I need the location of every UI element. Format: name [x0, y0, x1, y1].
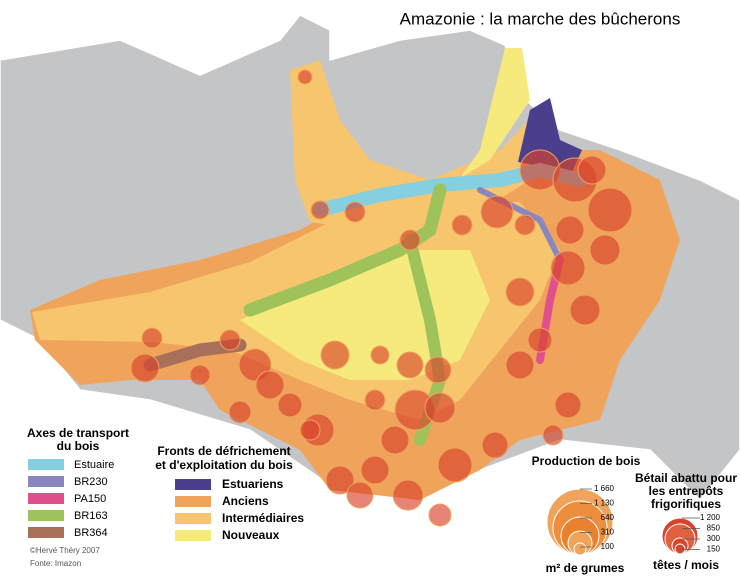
legend-title: frigorifiques: [651, 497, 721, 511]
legend-label: Estuariens: [222, 477, 284, 491]
scale-label: 100: [601, 542, 615, 551]
legend-title: Fronts de défrichement: [157, 444, 290, 458]
legend-label: PA150: [74, 493, 106, 505]
legend-title: Axes de transport: [27, 426, 129, 440]
scale-label: 1 130: [594, 499, 615, 508]
credit: Fonte: Imazon: [30, 559, 81, 568]
legend-title: les entrepôts: [649, 484, 724, 498]
production-legend: Production de bois 1 660 1 130 640 310 100 m…: [532, 454, 641, 575]
legend-unit: m² de grumes: [546, 561, 625, 575]
scale-label: 1 200: [700, 513, 721, 522]
legend-title: et d'exploitation du bois: [155, 458, 293, 472]
legend-label: Nouveaux: [222, 528, 280, 542]
scale-label: 850: [707, 524, 721, 533]
legend-label: BR364: [74, 527, 108, 539]
scale-label: 150: [707, 545, 721, 554]
legend-title: Production de bois: [532, 454, 641, 468]
legend-swatch: [175, 496, 211, 507]
legend-title: du bois: [57, 439, 100, 453]
fronts-legend: Fronts de défrichement et d'exploitation…: [155, 444, 304, 542]
legend-unit: têtes / mois: [653, 558, 719, 572]
scale-label: 640: [601, 513, 615, 522]
scale-label: 310: [601, 528, 615, 537]
credit: ©Hervé Théry 2007: [30, 546, 100, 555]
legend-swatch: [175, 530, 211, 541]
legend-label: BR163: [74, 510, 108, 522]
legend-label: Estuaire: [74, 459, 114, 471]
legend-swatch: [175, 513, 211, 524]
legend-swatch: [28, 527, 64, 538]
cattle-legend: Bétail abattu pour les entrepôts frigori…: [635, 471, 737, 572]
legend-swatch: [28, 459, 64, 470]
legend-label: BR230: [74, 476, 108, 488]
legend-label: Intermédiaires: [222, 511, 304, 525]
sawmill-circles: [130, 69, 633, 527]
transport-legend: Axes de transport du bois Estuaire BR230 P…: [27, 426, 129, 539]
legend-swatch: [28, 510, 64, 521]
map-title: Amazonie : la marche des bûcherons: [400, 9, 681, 28]
scale-label: 1 660: [594, 484, 615, 493]
legend-swatch: [175, 479, 211, 490]
legend-label: Anciens: [222, 494, 269, 508]
legend-swatch: [28, 476, 64, 487]
legend-title: Bétail abattu pour: [635, 471, 737, 485]
scale-label: 300: [707, 534, 721, 543]
legend-swatch: [28, 493, 64, 504]
